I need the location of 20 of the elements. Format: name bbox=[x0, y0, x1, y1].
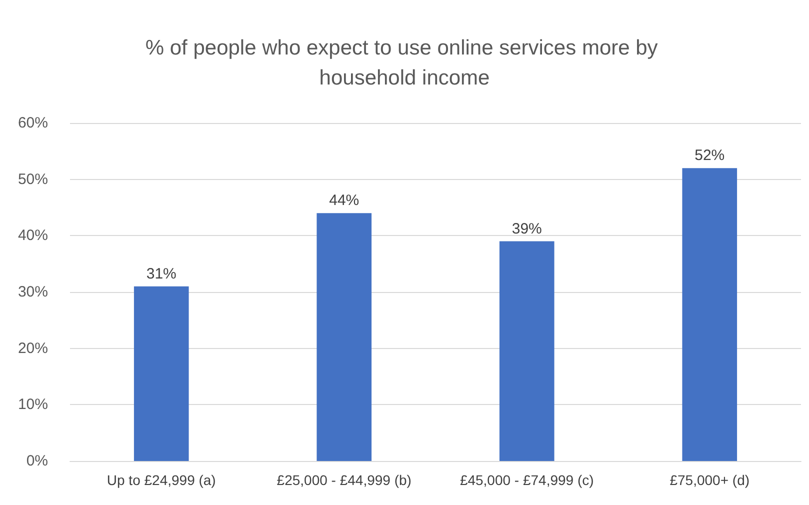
y-tick-label: 60% bbox=[18, 114, 48, 132]
y-tick-label: 10% bbox=[18, 396, 48, 414]
data-label: 31% bbox=[146, 265, 176, 282]
x-tick-label: £25,000 - £44,999 (b) bbox=[276, 472, 412, 488]
bar bbox=[682, 168, 738, 461]
x-tick-label: £45,000 - £74,999 (c) bbox=[460, 472, 594, 488]
bar bbox=[316, 213, 372, 461]
data-label: 44% bbox=[329, 192, 360, 210]
bar bbox=[499, 241, 554, 461]
y-tick-label: 30% bbox=[18, 284, 48, 300]
y-tick-label: 20% bbox=[18, 340, 48, 357]
y-tick-label: 50% bbox=[18, 170, 48, 188]
y-tick-label: 0% bbox=[26, 452, 48, 470]
chart-title: % of people who expect to use online services more by household income bbox=[145, 36, 664, 90]
bar bbox=[134, 286, 189, 461]
data-label: 52% bbox=[694, 147, 725, 164]
y-tick-label: 40% bbox=[18, 227, 48, 244]
x-tick-label: Up to £24,999 (a) bbox=[106, 472, 216, 488]
data-label: 39% bbox=[512, 220, 542, 238]
x-tick-label: £75,000+ (d) bbox=[670, 472, 750, 488]
